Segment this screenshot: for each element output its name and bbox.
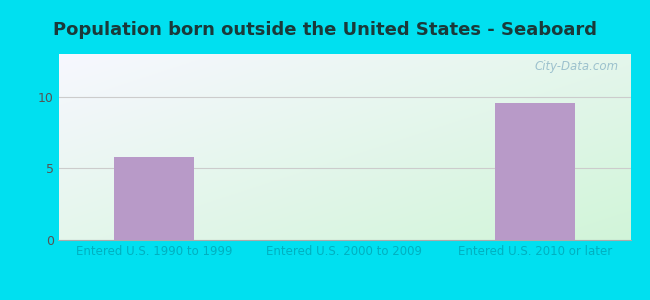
Bar xyxy=(495,103,575,240)
Text: Population born outside the United States - Seaboard: Population born outside the United State… xyxy=(53,21,597,39)
Bar xyxy=(114,157,194,240)
Text: City-Data.com: City-Data.com xyxy=(535,60,619,73)
